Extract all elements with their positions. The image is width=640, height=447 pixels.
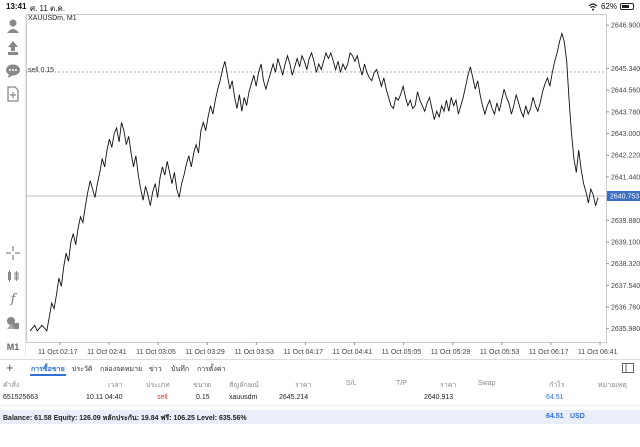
- timeframe-label[interactable]: M1: [6, 342, 20, 352]
- x-tick-label: 11 Oct 05:05: [382, 349, 422, 356]
- y-tick-label: 2646.900: [611, 23, 640, 30]
- indicators-icon[interactable]: [5, 268, 21, 284]
- tab-mailbox[interactable]: กล่องจดหมาย: [100, 366, 143, 373]
- header-time: เวลา: [108, 382, 123, 389]
- y-tick-label: 2637.540: [611, 283, 640, 290]
- wifi-icon: [588, 2, 598, 11]
- balance-summary: Balance: 61.58 Equity: 126.09 หลักประกัน…: [3, 415, 247, 422]
- order-symbol: xauusdm: [229, 394, 258, 401]
- header-size: ขนาด: [193, 382, 212, 389]
- tab-history[interactable]: ประวัติ: [72, 366, 93, 373]
- order-current-price: 2640.913: [424, 394, 454, 401]
- function-icon[interactable]: f: [10, 291, 16, 307]
- y-tick-label: 2645.340: [611, 66, 640, 73]
- status-time: 13:41: [6, 2, 27, 11]
- tab-journal[interactable]: บันทึก: [171, 366, 190, 373]
- order-open-price: 2645.214: [279, 394, 309, 401]
- x-tick-label: 11 Oct 03:05: [136, 349, 176, 356]
- y-tick-label: 2638.320: [611, 261, 640, 268]
- active-tab-indicator: [30, 374, 66, 376]
- chart-symbol: XAUUSDm, M1: [28, 15, 77, 22]
- header-current-price: ราคา: [440, 382, 457, 389]
- chart-canvas[interactable]: 2646.900 2645.340 2644.560 2643.780 2643.000…: [26, 14, 640, 356]
- trade-icon[interactable]: [5, 40, 21, 56]
- x-tick-label: 11 Oct 03:53: [234, 349, 274, 356]
- current-price-label: 2640.753: [610, 193, 639, 200]
- y-tick-label: 2643.780: [611, 109, 640, 116]
- header-symbol: สัญลักษณ์: [229, 382, 259, 389]
- price-line-series: [29, 31, 599, 332]
- add-icon[interactable]: +: [6, 360, 14, 375]
- x-tick-label: 11 Oct 04:41: [333, 349, 373, 356]
- y-tick-label: 2639.880: [611, 218, 640, 225]
- chart-frame: [26, 14, 607, 343]
- bottom-tabs: + การซื้อขาย ประวัติ กล่องจดหมาย ข่าว บั…: [0, 359, 640, 376]
- chat-icon[interactable]: [5, 63, 21, 79]
- orders-table-header: คำสั่ง เวลา ประเภท ขนาด สัญลักษณ์ ราคา S…: [0, 378, 640, 390]
- sell-order-label: sell 0.15: [28, 67, 55, 74]
- objects-icon[interactable]: [5, 315, 21, 331]
- order-profit: 64.51: [546, 394, 564, 401]
- y-tick-label: 2643.000: [611, 131, 640, 138]
- price-chart[interactable]: 2646.900 2645.340 2644.560 2643.780 2643.000…: [26, 14, 640, 356]
- y-tick-label: 2635.980: [611, 326, 640, 333]
- account-icon[interactable]: [5, 18, 21, 34]
- panel-toggle-icon[interactable]: [622, 362, 634, 374]
- total-profit: 64.51: [546, 413, 564, 420]
- header-price: ราคา: [295, 382, 312, 389]
- status-right: 62%: [588, 2, 634, 11]
- current-price-tag: [607, 190, 640, 201]
- x-tick-label: 11 Oct 02:17: [38, 349, 78, 356]
- status-bar: 13:41 ศ. 11 ต.ค. 62%: [0, 0, 640, 14]
- tab-settings[interactable]: การตั้งค่า: [197, 366, 226, 373]
- header-type: ประเภท: [146, 382, 170, 389]
- y-tick-label: 2641.440: [611, 174, 640, 181]
- currency-label: USD: [570, 413, 585, 420]
- x-tick-label: 11 Oct 05:53: [480, 349, 520, 356]
- tab-trade[interactable]: การซื้อขาย: [31, 366, 65, 373]
- x-tick-label: 11 Oct 04:17: [283, 349, 323, 356]
- new-doc-icon[interactable]: [5, 86, 21, 102]
- order-type: sell: [157, 394, 168, 401]
- y-tick-label: 2636.760: [611, 304, 640, 311]
- status-date: ศ. 11 ต.ค.: [30, 4, 66, 13]
- header-swap: Swap: [478, 380, 496, 387]
- header-order: คำสั่ง: [3, 382, 20, 389]
- crosshair-icon[interactable]: [5, 245, 21, 261]
- battery-percent: 62%: [600, 2, 617, 11]
- battery-icon: [620, 3, 634, 10]
- tab-news[interactable]: ข่าว: [149, 366, 162, 373]
- header-sl: S/L: [346, 380, 357, 387]
- x-tick-label: 11 Oct 02:41: [87, 349, 127, 356]
- header-profit: กำไร: [549, 382, 565, 389]
- table-row[interactable]: 651525663 10.11 04:40 sell 0.15 xauusdm …: [0, 392, 640, 406]
- x-tick-label: 11 Oct 03:29: [185, 349, 225, 356]
- header-tp: T/P: [396, 380, 407, 387]
- y-tick-label: 2642.220: [611, 153, 640, 160]
- y-tick-label: 2644.560: [611, 88, 640, 95]
- balance-bar: Balance: 61.58 Equity: 126.09 หลักประกัน…: [0, 410, 640, 424]
- x-tick-label: 11 Oct 06:41: [578, 349, 618, 356]
- x-tick-label: 11 Oct 06:17: [529, 349, 569, 356]
- left-toolbar: f M1: [0, 14, 26, 356]
- header-comment: หมายเหตุ: [598, 382, 627, 389]
- order-size: 0.15: [196, 394, 210, 401]
- x-tick-label: 11 Oct 05:29: [431, 349, 471, 356]
- order-id: 651525663: [3, 394, 39, 401]
- order-time: 10.11 04:40: [86, 394, 123, 401]
- y-tick-label: 2639.100: [611, 239, 640, 246]
